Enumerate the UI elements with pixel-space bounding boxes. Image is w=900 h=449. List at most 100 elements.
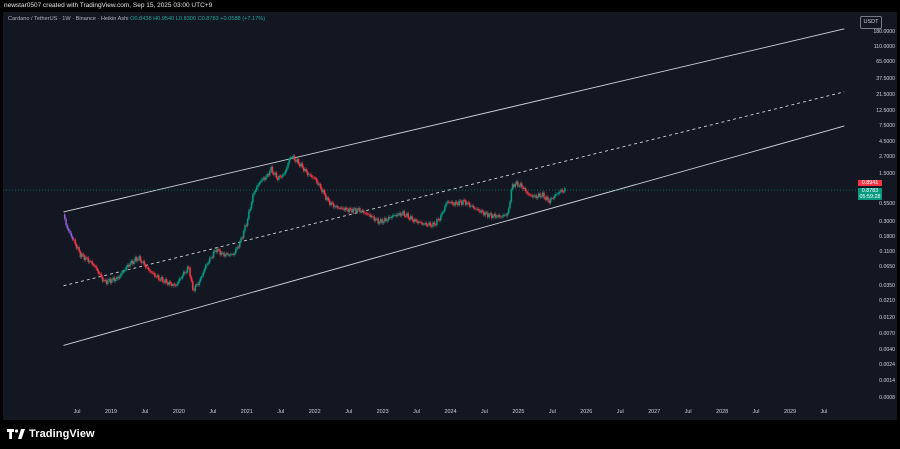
- candle-body: [454, 201, 457, 206]
- candle-body: [489, 213, 492, 215]
- candle-body: [152, 272, 155, 274]
- candle-body: [560, 189, 562, 192]
- candle-body: [425, 222, 428, 226]
- candle-body: [468, 202, 471, 207]
- candle-body: [432, 222, 434, 227]
- candle-body: [159, 279, 161, 281]
- candle-body: [551, 198, 553, 199]
- time-axis[interactable]: Jul 2019 Jul 2020 Jul 2021 Jul 2022 Jul 2023 Jul 20…: [3, 406, 856, 420]
- candle-body: [421, 223, 424, 225]
- candle-body: [214, 250, 216, 252]
- candle-body: [178, 278, 181, 282]
- candle-body: [74, 239, 77, 245]
- symbol-name[interactable]: Cardano / TetherUS · 1W · Binance · Heik…: [8, 16, 129, 22]
- time-tick-label: Jul: [345, 409, 353, 415]
- candle-body: [415, 219, 417, 222]
- candle-body: [352, 208, 355, 213]
- price-axis[interactable]: 180.0000 110.0000 65.0000 37.5000 21.5000 12.…: [856, 12, 897, 408]
- candle-body: [300, 163, 302, 167]
- tradingview-logo-icon: [7, 429, 25, 439]
- candle-body: [108, 278, 110, 281]
- candle-body: [275, 172, 278, 178]
- price-tick-label: 21.5000: [876, 92, 895, 99]
- candle-body: [549, 198, 552, 203]
- candle-body: [476, 208, 479, 210]
- candle-body: [457, 203, 459, 206]
- candle-body: [343, 208, 346, 211]
- candle-body: [160, 277, 163, 281]
- candle-body: [386, 220, 389, 222]
- candle-body: [63, 214, 66, 220]
- candle-body: [167, 282, 169, 285]
- candle-body: [169, 281, 172, 284]
- time-tick-label: Jul: [413, 409, 420, 415]
- candle-body: [429, 222, 432, 226]
- chart-pane[interactable]: [3, 12, 897, 420]
- candle-body: [475, 208, 477, 210]
- candle-body: [312, 176, 314, 178]
- candle-body: [242, 231, 245, 238]
- candle-body: [315, 178, 318, 183]
- candle-body: [442, 211, 445, 213]
- candle-body: [215, 250, 218, 252]
- candle-body: [472, 205, 475, 208]
- time-tick-label: Jul: [209, 409, 217, 415]
- candle-body: [193, 289, 195, 291]
- candle-body: [131, 260, 134, 264]
- candle-body: [531, 195, 534, 197]
- price-tick-label: 0.0210: [879, 297, 895, 304]
- candle-body: [540, 196, 543, 198]
- candle-body: [182, 271, 185, 276]
- time-tick-label: Jul: [752, 409, 760, 415]
- time-tick-label: Jul: [616, 409, 624, 415]
- candle-body: [394, 215, 396, 216]
- candle-body: [545, 196, 548, 200]
- candle-body: [419, 221, 421, 223]
- candle-body: [377, 218, 379, 224]
- candle-body: [490, 213, 493, 218]
- candle-body: [130, 260, 133, 264]
- candle-body: [219, 249, 221, 255]
- candle-body: [511, 184, 514, 190]
- candle-body: [71, 236, 74, 240]
- candle-body: [95, 266, 97, 269]
- candle-body: [164, 279, 167, 283]
- candle-body: [97, 270, 100, 274]
- price-tick-label: 0.0070: [879, 330, 895, 337]
- candle-body: [424, 222, 426, 225]
- candle-body: [101, 276, 104, 282]
- currency-button[interactable]: USDT: [860, 16, 882, 29]
- candle-body: [84, 257, 87, 260]
- time-tick-label: 2029: [784, 409, 796, 415]
- candle-body: [309, 174, 312, 176]
- candle-body: [522, 187, 524, 190]
- candle-body: [257, 184, 259, 187]
- time-tick-label: Jul: [820, 409, 828, 415]
- candle-body: [207, 262, 210, 264]
- current-price-value: 0.8783: [861, 188, 879, 195]
- time-tick-label: Jul: [73, 409, 81, 415]
- candle-body: [412, 219, 415, 222]
- candle-body: [446, 201, 449, 204]
- candle-body: [88, 261, 91, 263]
- candle-body: [349, 208, 352, 210]
- candle-body: [402, 211, 404, 214]
- candle-body: [366, 213, 369, 215]
- candle-body: [292, 155, 295, 158]
- candle-body: [378, 221, 381, 224]
- candle-body: [133, 260, 135, 264]
- candle-body: [535, 195, 537, 199]
- candle-body: [400, 213, 403, 216]
- candle-body: [174, 284, 177, 286]
- candle-body: [451, 201, 454, 204]
- candle-body: [168, 281, 171, 285]
- candle-body: [496, 216, 498, 218]
- candle-body: [552, 198, 554, 199]
- candle-body: [67, 228, 70, 231]
- candle-body: [417, 221, 420, 223]
- candle-body: [283, 173, 285, 175]
- candle-body: [96, 268, 99, 271]
- candle-body: [259, 181, 262, 183]
- candle-body: [208, 257, 211, 263]
